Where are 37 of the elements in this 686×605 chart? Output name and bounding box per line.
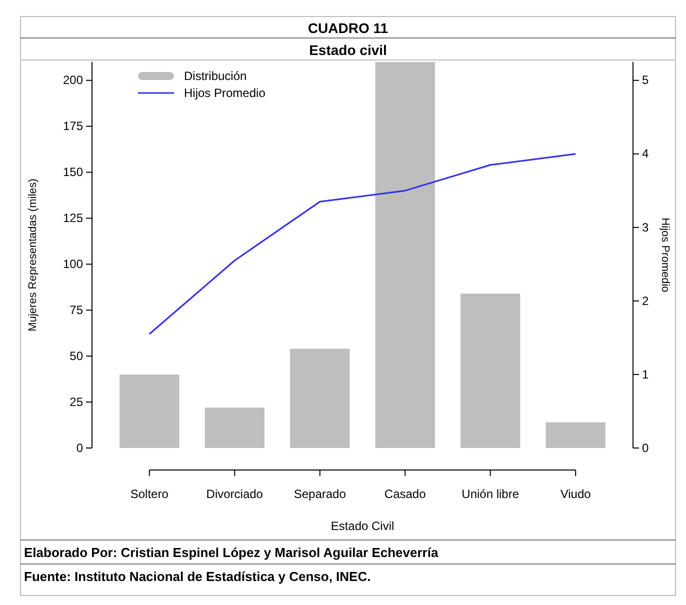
y-tick-label: 25 <box>70 394 84 409</box>
x-axis-title: Estado Civil <box>330 519 394 533</box>
y-tick-label: 200 <box>62 73 84 88</box>
x-tick-label: Viudo <box>560 487 592 501</box>
chart-title: CUADRO 11 <box>308 20 388 36</box>
y-tick-label: 150 <box>62 165 84 180</box>
bar <box>290 348 350 448</box>
y-axis-title: Mujeres Representadas (miles) <box>27 178 39 332</box>
bar <box>375 62 435 448</box>
y-tick-label: 0 <box>76 440 84 455</box>
text: Elaborado Por: Cristian Espinel López y Marisol Aguilar Echeverría <box>24 545 439 560</box>
y2-axis-title: Hijos Promedio <box>659 218 671 292</box>
source-note: Fuente: Instituto Nacional de Estadística y Censo, INEC. <box>24 569 371 584</box>
y-tick-label: 100 <box>62 257 84 272</box>
x-tick-label: Divorciado <box>206 487 264 501</box>
x-tick-label: Unión libre <box>462 487 520 501</box>
y2-tick-label: 4 <box>642 146 649 161</box>
chart-subtitle: Estado civil <box>309 42 387 58</box>
legend-label: Hijos Promedio <box>184 86 266 100</box>
y2-tick-label: 2 <box>642 294 649 308</box>
y2-tick-label: 3 <box>642 220 649 234</box>
y-tick-label: 175 <box>62 119 84 134</box>
x-tick-label: Casado <box>384 487 426 501</box>
y2-tick-label: 1 <box>642 367 649 382</box>
y-tick-label: 125 <box>62 211 84 226</box>
legend-label: Distribución <box>184 69 247 84</box>
x-tick-label: Separado <box>294 487 346 501</box>
y-tick-label: 50 <box>70 348 84 363</box>
y-tick-label: 75 <box>70 302 84 317</box>
bar <box>546 422 606 448</box>
line-series <box>148 153 576 335</box>
y2-tick-label: 0 <box>642 440 649 455</box>
bar <box>460 294 520 448</box>
bar <box>120 374 180 448</box>
y2-tick-label: 5 <box>642 73 649 88</box>
x-tick-label: Soltero <box>130 487 169 501</box>
bar <box>204 408 264 448</box>
